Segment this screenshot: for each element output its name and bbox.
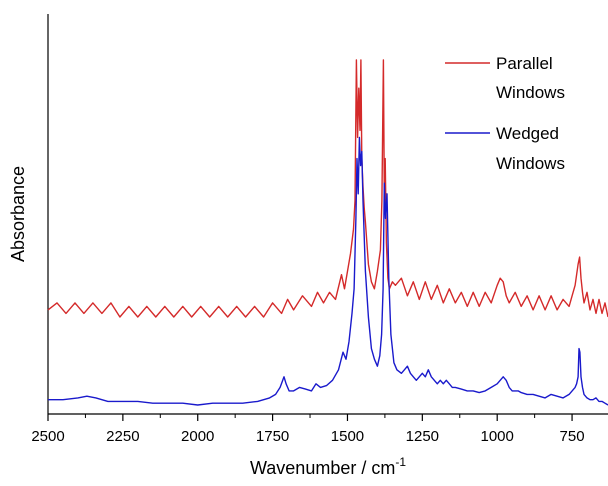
x-axis-title: Wavenumber / cm-1: [250, 455, 406, 478]
series-line-wedged-windows: [48, 136, 608, 406]
x-tick-label-750: 750: [560, 428, 585, 445]
x-tick-label-1250: 1250: [406, 428, 439, 445]
legend-item-parallel: Parallel Windows: [445, 54, 565, 102]
legend-label-wedged-line1: Wedged: [496, 124, 559, 143]
x-tick-label-2500: 2500: [31, 428, 64, 445]
legend-label-parallel-line1: Parallel: [496, 54, 553, 73]
y-axis-title: Absorbance: [8, 166, 28, 262]
x-tick-label-1750: 1750: [256, 428, 289, 445]
x-tick-label-2250: 2250: [106, 428, 139, 445]
series-layer: [47, 59, 608, 406]
x-axis-title-main: Wavenumber / cm: [250, 458, 395, 478]
legend-item-wedged: Wedged Windows: [445, 124, 565, 173]
x-axis-ticks: 2500 2250 2000 1750 1500 1250 1000 750: [31, 414, 585, 445]
legend-label-wedged-line2: Windows: [496, 154, 565, 173]
legend: Parallel Windows Wedged Windows: [445, 54, 565, 173]
x-tick-label-2000: 2000: [181, 428, 214, 445]
x-tick-label-1000: 1000: [481, 428, 514, 445]
x-tick-label-1500: 1500: [331, 428, 364, 445]
legend-label-parallel-line2: Windows: [496, 83, 565, 102]
series-line-parallel-windows: [47, 59, 608, 318]
plot-area: 2500 2250 2000 1750 1500 1250 1000 750: [31, 14, 608, 445]
x-axis-title-sup: -1: [395, 455, 406, 469]
